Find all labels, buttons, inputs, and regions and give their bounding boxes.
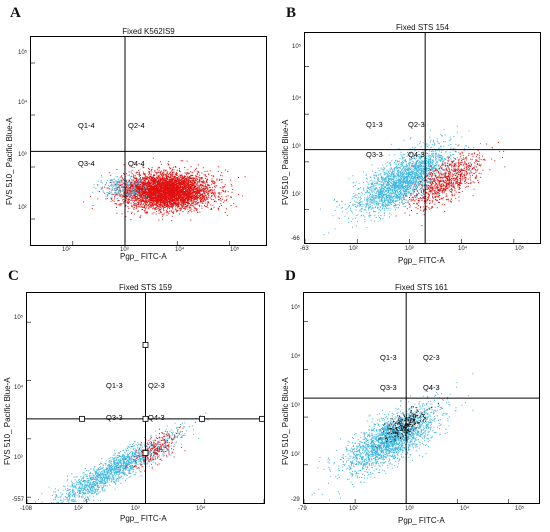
x-tick-label: -108 bbox=[20, 506, 33, 512]
y-tick-label: 10² bbox=[292, 192, 301, 198]
scatter-canvas bbox=[27, 293, 264, 503]
x-axis-label: Pgp_ FITC-A bbox=[120, 252, 167, 261]
y-tick-label: 10⁵ bbox=[292, 44, 302, 50]
panel-letter: D bbox=[285, 268, 296, 284]
blue-population-points bbox=[319, 125, 481, 236]
dark-population-points bbox=[375, 403, 439, 449]
x-tick-label: 10⁴ bbox=[196, 506, 206, 512]
x-tick-label: 10² bbox=[62, 247, 71, 253]
quadrant-label-q3: Q3-3 bbox=[106, 413, 123, 422]
quadrant-label-q4: Q4-4 bbox=[128, 159, 145, 168]
gate-handle[interactable] bbox=[142, 342, 149, 348]
axis-ticks bbox=[31, 62, 230, 245]
quadrant-label-q1: Q1-3 bbox=[380, 353, 397, 362]
quadrant-label-q3: Q3-4 bbox=[78, 159, 95, 168]
x-tick-label: 10³ bbox=[131, 506, 140, 512]
quadrant-label-q2: Q2-3 bbox=[423, 353, 440, 362]
scatter-plot bbox=[303, 292, 540, 504]
quadrant-label-q1: Q1-3 bbox=[366, 120, 383, 129]
quadrant-label-q2: Q2-3 bbox=[148, 381, 165, 390]
scatter-canvas bbox=[305, 33, 540, 243]
quadrant-label-q3: Q3-3 bbox=[380, 383, 397, 392]
x-tick-label: 10³ bbox=[405, 246, 414, 252]
x-axis-label: Pgp_ FITC-A bbox=[398, 256, 445, 265]
panel-letter: C bbox=[8, 268, 19, 284]
y-axis-label: FVS 510_ Pacific Blue-A bbox=[3, 377, 12, 465]
y-tick-label: 10⁴ bbox=[14, 385, 24, 391]
quadrant-label-q1: Q1-3 bbox=[106, 381, 123, 390]
y-axis-label: FVS510_ Pacific Blue-A bbox=[281, 119, 290, 205]
blue-population-points bbox=[34, 412, 209, 503]
x-tick-label: -63 bbox=[300, 246, 309, 252]
scatter-plot bbox=[26, 292, 265, 504]
x-tick-label: 10⁴ bbox=[175, 247, 185, 253]
x-tick-label: 10² bbox=[349, 506, 358, 512]
plot-title: Fixed STS 154 bbox=[396, 23, 449, 32]
x-tick-label: 10² bbox=[74, 506, 83, 512]
plot-title: Fixed K562IS9 bbox=[122, 27, 175, 36]
plot-title: Fixed STS 161 bbox=[395, 283, 448, 292]
data-points bbox=[34, 412, 209, 503]
red-population-points bbox=[83, 157, 246, 222]
quadrant-label-q4: Q4-3 bbox=[148, 413, 165, 422]
scatter-plot bbox=[304, 32, 541, 244]
y-tick-label: 10⁴ bbox=[291, 354, 301, 360]
x-axis-label: Pgp_ FITC-A bbox=[120, 514, 167, 523]
y-tick-label: 10⁴ bbox=[18, 100, 28, 106]
data-points bbox=[83, 157, 246, 222]
y-tick-label: 10⁴ bbox=[292, 96, 302, 102]
y-tick-label: -66 bbox=[291, 236, 300, 242]
y-tick-label: 10⁵ bbox=[14, 315, 24, 321]
y-axis-label: FVS 510_ Pacific Blue-A bbox=[5, 117, 14, 205]
y-tick-label: 10⁵ bbox=[291, 305, 301, 311]
axis-ticks bbox=[305, 66, 515, 243]
data-points bbox=[319, 125, 481, 236]
scatter-canvas bbox=[304, 293, 539, 503]
plot-title: Fixed STS 159 bbox=[119, 283, 172, 292]
panel-letter: A bbox=[10, 5, 21, 21]
x-tick-label: 10⁴ bbox=[460, 506, 470, 512]
y-tick-label: -29 bbox=[291, 497, 300, 503]
x-tick-label: 10⁵ bbox=[515, 506, 525, 512]
data-points bbox=[118, 421, 196, 474]
gate-handle[interactable] bbox=[79, 415, 85, 422]
gate-handle[interactable] bbox=[142, 450, 149, 456]
y-tick-label: -557 bbox=[12, 497, 25, 503]
x-tick-label: 10³ bbox=[405, 506, 414, 512]
quadrant-label-q3: Q3-3 bbox=[366, 150, 383, 159]
panel-letter: B bbox=[286, 5, 297, 21]
x-tick-label: 10⁵ bbox=[230, 247, 240, 253]
quadrant-label-q4: Q4-3 bbox=[423, 383, 440, 392]
quadrant-label-q2: Q2-3 bbox=[408, 120, 425, 129]
gate-handle[interactable] bbox=[199, 415, 205, 422]
quadrant-label-q4: Q4-3 bbox=[408, 150, 425, 159]
y-tick-label: 10² bbox=[291, 452, 300, 458]
y-tick-label: 10⁵ bbox=[18, 50, 28, 56]
data-points bbox=[375, 403, 439, 449]
x-tick-label: -79 bbox=[298, 506, 307, 512]
x-tick-label: 10³ bbox=[120, 247, 129, 253]
y-tick-label: 10³ bbox=[18, 152, 27, 158]
y-tick-label: 10² bbox=[18, 205, 27, 211]
scatter-plot bbox=[30, 36, 267, 246]
quadrant-label-q2: Q2-4 bbox=[128, 121, 145, 130]
x-axis-label: Pgp_ FITC-A bbox=[398, 516, 445, 525]
x-tick-label: 10⁴ bbox=[458, 246, 468, 252]
gate-handle[interactable] bbox=[142, 415, 149, 422]
y-tick-label: 10³ bbox=[292, 144, 301, 150]
x-tick-label: 10⁵ bbox=[515, 246, 525, 252]
y-axis-label: FVS 510_ Pacific Blue-A bbox=[281, 377, 290, 465]
y-tick-label: 10³ bbox=[14, 455, 23, 461]
gate-handle[interactable] bbox=[259, 415, 265, 422]
quadrant-label-q1: Q1-4 bbox=[78, 121, 95, 130]
red-population-points bbox=[118, 421, 196, 474]
scatter-canvas bbox=[31, 37, 266, 245]
x-tick-label: 10² bbox=[349, 246, 358, 252]
y-tick-label: 10³ bbox=[291, 403, 300, 409]
